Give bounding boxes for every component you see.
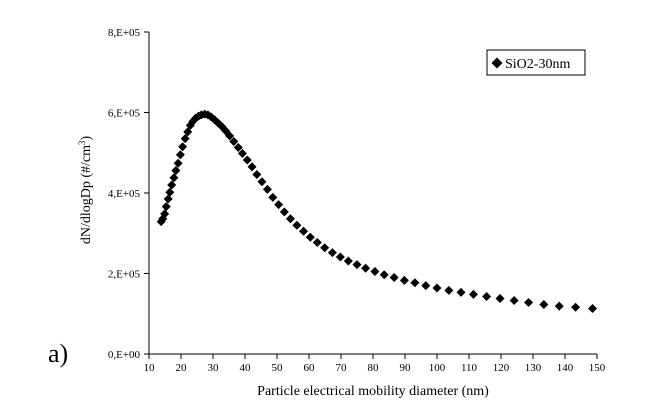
data-point [175,150,185,160]
data-point [262,184,272,194]
data-point [524,297,534,307]
x-tick-label: 90 [400,362,412,374]
data-point [456,287,466,297]
data-point [167,180,177,190]
y-axis-title-main: dN/dlogDp (#/cm [79,145,94,244]
data-point [163,194,173,204]
data-point [352,260,362,270]
y-axis-title-sup: 3 [77,140,87,145]
x-tick-label: 140 [557,362,574,374]
y-tick-label: 4,E+05 [108,188,141,200]
x-tick-label: 30 [208,362,220,374]
y-tick-label: 2,E+05 [108,269,141,281]
data-point [444,285,454,295]
data-point [539,299,549,309]
x-axis-title: Particle electrical mobility diameter (n… [257,384,489,399]
data-point [399,275,409,285]
x-tick-label: 80 [368,362,380,374]
x-tick-label: 20 [176,362,188,374]
data-point [279,207,289,217]
series-markers [156,109,598,314]
y-axis-title: dN/dlogDp (#/cm3) [77,136,94,245]
data-point [305,232,315,242]
data-point [161,202,171,212]
legend-box [486,49,586,76]
x-tick-label: 110 [461,362,478,374]
x-tick-label: 130 [525,362,542,374]
data-point [343,256,353,266]
data-point [180,134,190,144]
data-point [242,155,252,165]
data-point [320,243,330,253]
data-point [257,177,267,187]
x-tick-label: 50 [272,362,284,374]
data-point [183,127,193,137]
data-point [410,278,420,288]
data-point [247,162,257,172]
data-point [229,136,239,146]
x-axis: 10 20 30 40 50 60 70 80 90 100 110 120 130 140 150 [144,353,606,374]
data-point [509,295,519,305]
y-axis-title-close: ) [79,136,94,141]
data-point [299,226,309,236]
data-point [292,220,302,230]
data-point [588,304,598,314]
data-point [335,252,345,262]
y-tick-label: 0,E+00 [108,349,141,361]
data-point [312,238,322,248]
x-tick-label: 40 [240,362,252,374]
data-point [554,301,564,311]
data-point [421,281,431,291]
data-point [274,200,284,210]
data-point [495,293,505,303]
data-point [482,291,492,301]
y-tick-label: 8,E+05 [108,27,141,39]
data-point [379,270,389,280]
y-axis: 0,E+00 2,E+05 4,E+05 6,E+05 8,E+05 [108,27,150,361]
data-point [571,302,581,312]
x-tick-label: 100 [429,362,446,374]
legend: SiO2-30nm [486,49,586,76]
x-tick-label: 150 [589,362,606,374]
data-point [252,169,262,179]
data-point [165,187,175,197]
data-point [468,289,478,299]
data-point [225,131,235,141]
data-point [160,209,170,219]
x-tick-label: 70 [336,362,348,374]
panel-label: a) [48,339,68,368]
data-point [285,214,295,224]
data-point [361,263,371,273]
data-point [237,149,247,159]
x-tick-label: 60 [304,362,316,374]
data-point [268,192,278,202]
data-point [173,158,183,168]
data-point [370,266,380,276]
data-point [389,273,399,283]
data-point [233,143,243,153]
legend-marker-diamond [491,57,503,69]
x-tick-label: 10 [144,362,156,374]
data-point [171,165,181,175]
y-tick-label: 6,E+05 [108,108,141,120]
legend-label: SiO2-30nm [505,57,570,72]
x-tick-label: 120 [493,362,510,374]
data-point [169,173,179,183]
data-point [432,283,442,293]
data-point [327,248,337,258]
data-point [178,142,188,152]
